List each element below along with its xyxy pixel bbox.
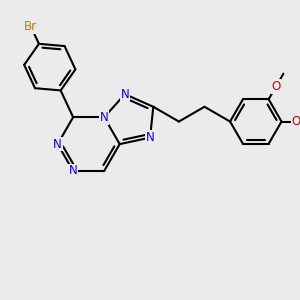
- Text: N: N: [53, 138, 62, 151]
- Text: N: N: [146, 131, 154, 144]
- Text: N: N: [100, 111, 109, 124]
- Text: N: N: [53, 138, 62, 151]
- Text: O: O: [292, 115, 300, 128]
- Text: N: N: [121, 88, 129, 101]
- Text: O: O: [272, 80, 281, 93]
- Text: N: N: [69, 164, 77, 178]
- Text: Br: Br: [24, 20, 38, 33]
